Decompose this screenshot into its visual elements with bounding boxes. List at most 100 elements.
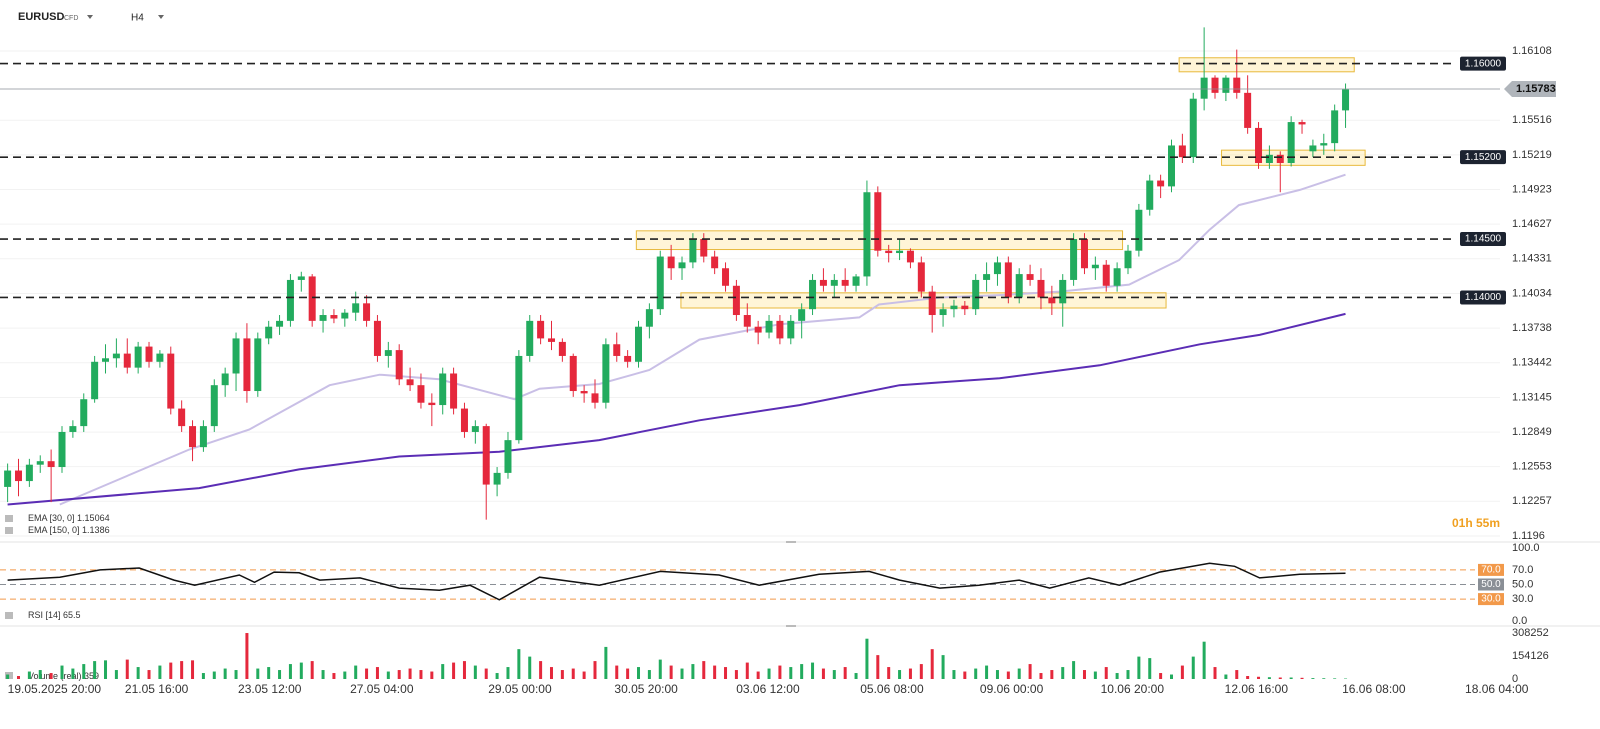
candle-body (645, 309, 653, 327)
candle-body (243, 338, 251, 392)
volume-bar (1333, 678, 1337, 679)
candle-body (276, 320, 284, 327)
candle-body (504, 440, 512, 473)
countdown: 01h 55m (1452, 516, 1500, 530)
volume-bar (267, 667, 271, 679)
rsi-legend: RSI [14] 65.5 (5, 610, 81, 620)
candle-body (178, 408, 186, 427)
legend-icon[interactable] (5, 527, 13, 534)
volume-bar (1257, 676, 1261, 679)
candle-body (1037, 279, 1045, 298)
timeframe[interactable]: H4 (131, 13, 144, 24)
candle-body (515, 355, 523, 441)
legend-icon[interactable] (5, 515, 13, 522)
volume-bar (887, 667, 891, 679)
volume-bar (767, 668, 771, 679)
candle-body (830, 279, 838, 286)
volume-bar (974, 668, 978, 679)
volume-bar (462, 661, 466, 679)
candle-body (1287, 122, 1295, 164)
volume-bar (408, 668, 412, 679)
candle-body (232, 338, 240, 374)
volume-bar (811, 662, 815, 679)
candle-body (743, 315, 751, 327)
volume-bar (375, 667, 379, 679)
volume-bar (223, 668, 227, 679)
x-tick-label: 16.06 08:00 (1342, 682, 1406, 696)
volume-bar (419, 670, 423, 679)
volume-bar (256, 668, 260, 679)
candle-body (1124, 250, 1132, 269)
candle-body (896, 250, 904, 254)
candle-body (1070, 239, 1078, 280)
candle-body (863, 192, 871, 277)
volume-bar (104, 660, 108, 679)
ema150-legend: EMA [150, 0] 1.1386 (5, 525, 110, 535)
symbol[interactable]: EURUSD (18, 11, 65, 23)
volume-bar (245, 633, 249, 679)
candle-body (526, 320, 534, 356)
svg-text:RSI [14] 65.5: RSI [14] 65.5 (28, 610, 81, 620)
volume-bar (1137, 656, 1141, 679)
candle-body (591, 393, 599, 403)
candle-body (14, 470, 22, 482)
x-tick-label: 27.05 04:00 (350, 682, 414, 696)
ema30-legend: EMA [30, 0] 1.15064 (5, 513, 110, 523)
volume-bar (1322, 678, 1326, 679)
volume-bar (615, 665, 619, 679)
panel-handle[interactable] (786, 541, 796, 543)
volume-bar (354, 665, 358, 679)
level-tag (1460, 290, 1506, 305)
candle-body (1135, 209, 1143, 251)
volume-bar (789, 667, 793, 679)
x-tick-label: 30.05 20:00 (614, 682, 678, 696)
legend-icon[interactable] (5, 612, 13, 619)
candle-body (613, 344, 621, 356)
candle-body (1211, 77, 1219, 93)
volume-bar (691, 664, 695, 679)
volume-bar (963, 671, 967, 679)
y-tick-label: 1.12849 (1512, 426, 1552, 438)
candle-body (1342, 89, 1350, 111)
volume-bar (397, 670, 401, 679)
volume-bar (528, 656, 532, 679)
candle-body (798, 309, 806, 321)
zone (1178, 57, 1355, 73)
candle-body (983, 274, 991, 280)
candle-body (547, 338, 555, 342)
volume-bar (452, 662, 456, 679)
volume-bar (582, 671, 586, 679)
y-tick-label: 1.14034 (1512, 287, 1552, 299)
candle-body (961, 305, 969, 310)
volume-bar (365, 668, 369, 679)
volume-bar (506, 667, 510, 679)
candle-body (167, 353, 175, 409)
volume-bar (1159, 673, 1163, 679)
volume-tick-label: 308252 (1512, 627, 1549, 639)
legend-value: 1.1386 (82, 525, 110, 535)
timeframe-dropdown[interactable] (158, 15, 164, 19)
rsi-level-label: 30.0 (1481, 594, 1501, 605)
panel-handle[interactable] (786, 625, 796, 627)
volume-bar (1061, 667, 1065, 679)
candle-body (123, 353, 131, 368)
candle-body (47, 461, 55, 468)
volume-bar (1246, 676, 1250, 679)
symbol-dropdown[interactable] (87, 15, 93, 19)
volume-bar (60, 665, 64, 679)
candle-body (939, 309, 947, 316)
volume-bar (1104, 667, 1108, 679)
legend-name: EMA [30, 0] (28, 513, 75, 523)
candle-body (711, 256, 719, 269)
volume-bar (125, 659, 129, 679)
candle-body (69, 426, 77, 432)
volume-bar (821, 668, 825, 679)
volume-bar (191, 660, 195, 679)
volume-bar (386, 671, 390, 679)
legend-value: 359 (84, 671, 99, 681)
volume-bar (1224, 674, 1228, 679)
candle-body (1113, 268, 1121, 286)
candle-body (471, 426, 479, 432)
volume-bar (343, 671, 347, 679)
